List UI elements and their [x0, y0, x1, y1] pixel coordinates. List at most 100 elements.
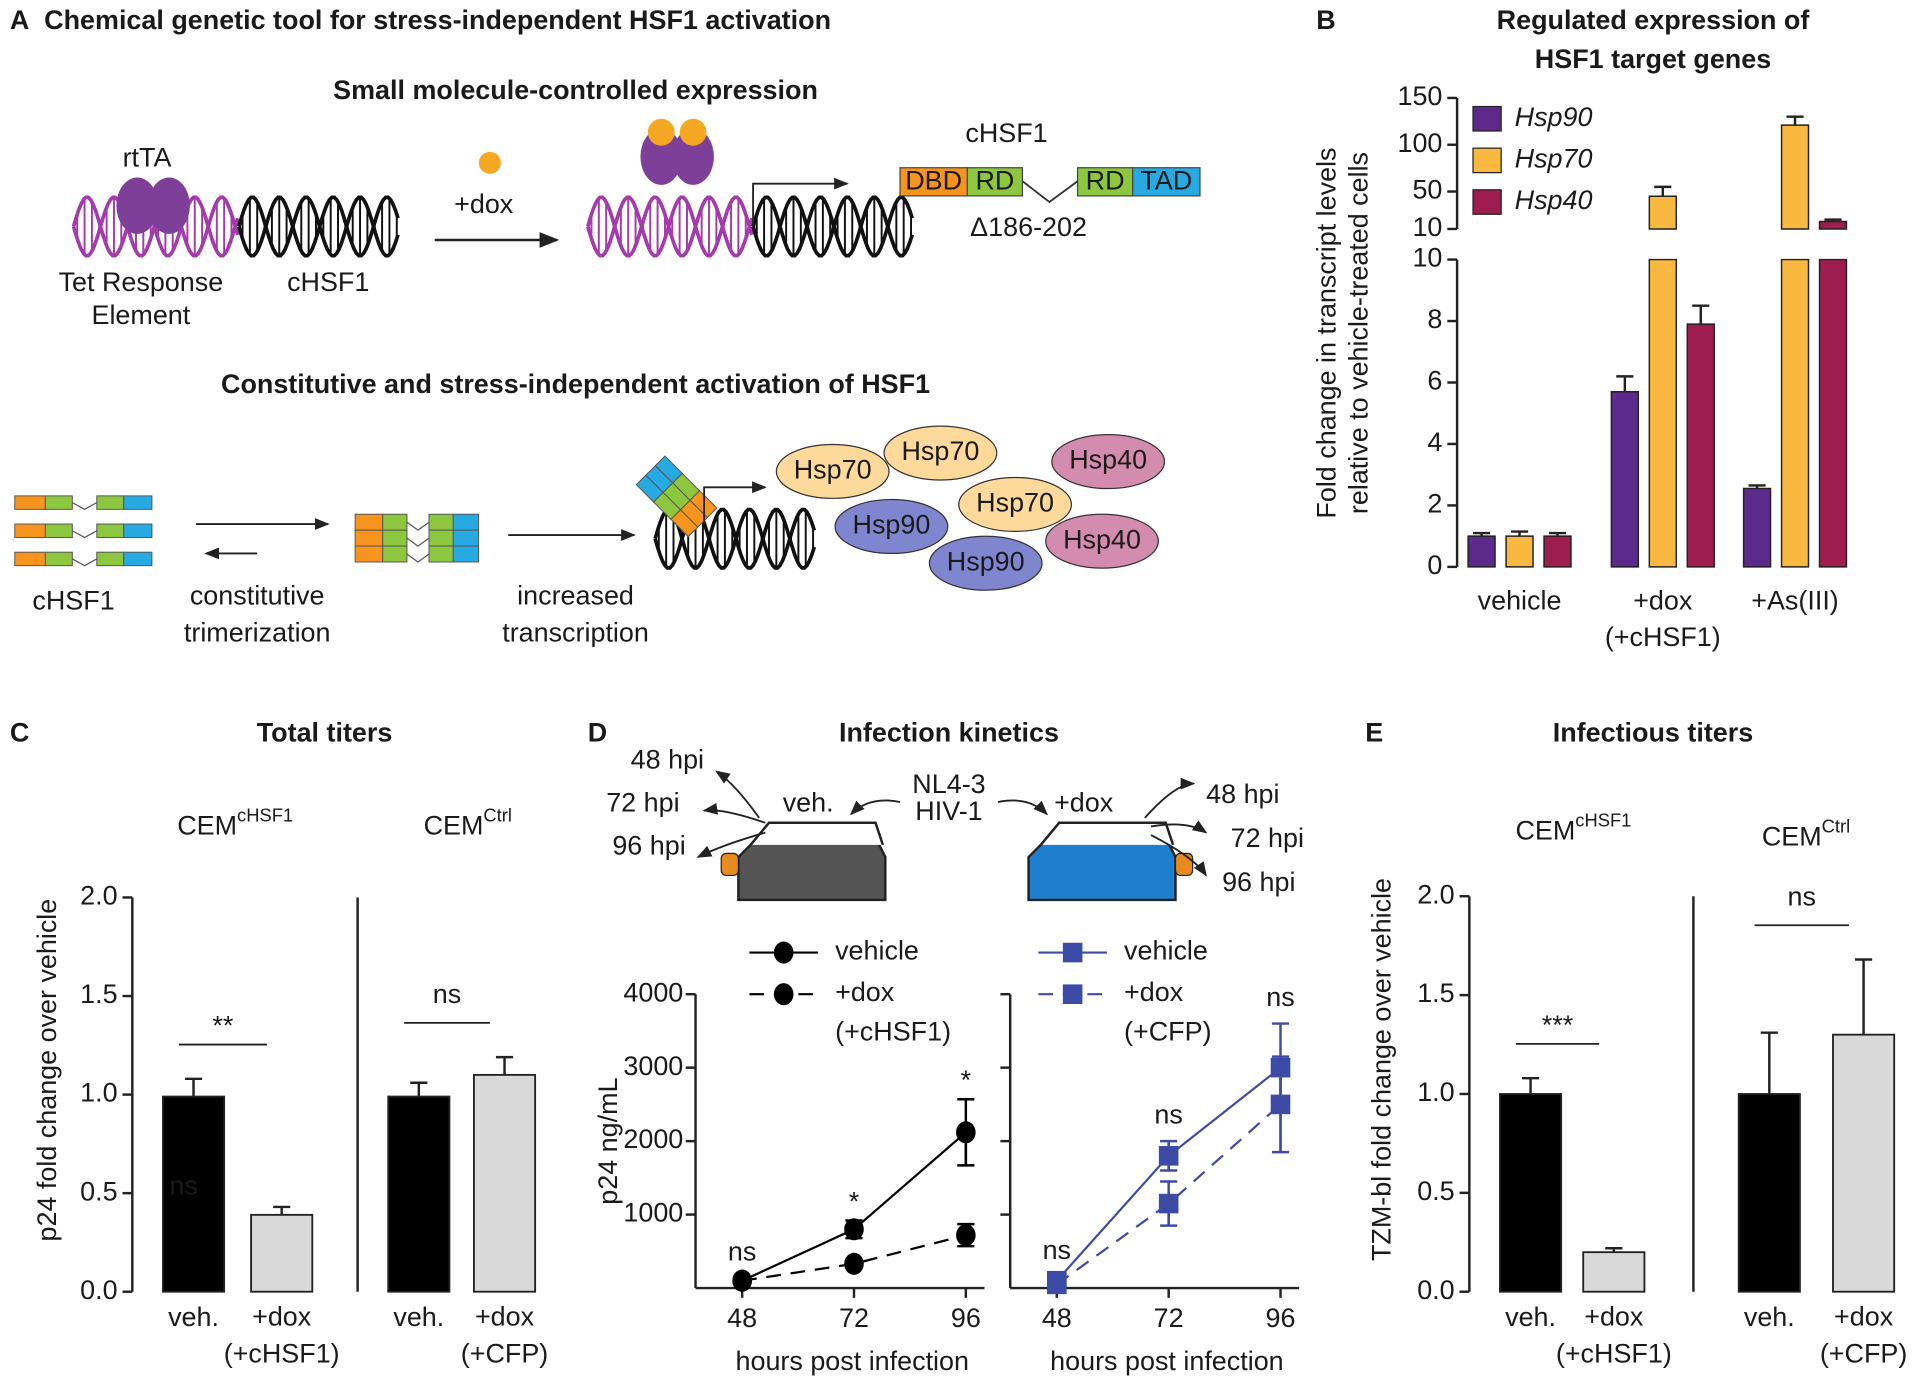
- legend-label: +dox (+CFP): [1124, 977, 1212, 1046]
- hsf1-segment: [354, 545, 384, 563]
- rtta-protein: [640, 128, 683, 185]
- hsf1-segment: [123, 523, 153, 538]
- point-annotation: *: [849, 1186, 860, 1216]
- arrow: [1150, 834, 1207, 877]
- x-tick-label: veh.: [1744, 1302, 1795, 1332]
- hsf1-segment: [44, 551, 73, 567]
- group-label-sup: cHSF1: [1575, 809, 1631, 830]
- y-tick-label: 100: [1397, 128, 1442, 158]
- y-tick-label: 2.0: [80, 881, 117, 911]
- diagram-text: cHSF1: [32, 586, 114, 616]
- chaperone: [834, 498, 949, 555]
- chart-title: Infectious titers: [1553, 718, 1753, 748]
- panel-label: E: [1365, 718, 1383, 748]
- y-tick-label: 4000: [623, 977, 683, 1007]
- y-tick-label: 1.5: [80, 979, 117, 1009]
- hsf1-segment: [96, 495, 125, 510]
- point-annotation: ns: [1266, 982, 1294, 1012]
- x-tick-label: vehicle: [1478, 586, 1562, 616]
- point: [956, 1224, 976, 1247]
- legend-label: Hsp90: [1515, 102, 1593, 132]
- x-tick-label: +dox (+cHSF1): [1605, 586, 1721, 653]
- flask-cap: [720, 852, 739, 877]
- point-annotation: ns: [1043, 1235, 1071, 1265]
- x-axis-label: hours post infection: [736, 1346, 969, 1376]
- hsf1-segment: [14, 495, 46, 510]
- bar: [387, 1095, 451, 1293]
- hsf1-segment: [382, 529, 408, 547]
- chaperone: [928, 535, 1043, 591]
- significance-label: ns: [433, 979, 461, 1009]
- panel-label: A: [10, 5, 29, 35]
- hsf1-linker: [406, 521, 430, 531]
- hsf1-segment: [452, 529, 480, 547]
- bar: [1610, 390, 1640, 568]
- deletion-link: [1021, 180, 1079, 204]
- y-tick-label: 2: [1427, 489, 1442, 519]
- bar: [473, 1073, 537, 1293]
- legend-label: Hsp70: [1515, 144, 1593, 174]
- bar: [250, 1213, 314, 1293]
- rtta-protein: [148, 177, 190, 234]
- chart-title: Regulated expression of HSF1 target genes: [1497, 5, 1811, 74]
- group-label: CEMcHSF1: [177, 805, 293, 841]
- dna-strand: [71, 195, 240, 258]
- hsf1-segment: [44, 523, 73, 538]
- y-axis-label: TZM-bl fold change over vehicle: [1367, 878, 1397, 1261]
- legend-marker: [1062, 984, 1083, 1004]
- y-tick-label: 4: [1427, 427, 1442, 457]
- group-label-sup: Ctrl: [1822, 816, 1851, 837]
- arrow: [997, 799, 1048, 816]
- y-tick-label: 2.0: [1417, 879, 1454, 909]
- diagram-text: 48 hpi: [1206, 779, 1279, 809]
- panel-label: B: [1316, 5, 1335, 35]
- x-tick-label: veh.: [1505, 1302, 1556, 1332]
- point: [1158, 1193, 1179, 1214]
- bar: [1505, 535, 1534, 568]
- group-label: CEMCtrl: [424, 805, 512, 841]
- y-tick-label: 2000: [623, 1124, 683, 1154]
- x-tick-label: veh.: [168, 1302, 219, 1332]
- point: [732, 1269, 752, 1292]
- group-label-sup: Ctrl: [483, 805, 512, 826]
- arrow: [715, 770, 760, 819]
- hsf1-linker: [72, 502, 98, 511]
- doxycycline: [679, 118, 707, 146]
- dna-strand: [586, 195, 754, 258]
- hsf1-segment: [382, 513, 408, 531]
- chaperone-label: Hsp40: [1063, 524, 1141, 554]
- hsf1-segment: [452, 513, 480, 531]
- chart-title: Total titers: [257, 718, 393, 748]
- diagram-text: cHSF1: [965, 118, 1047, 148]
- diagram-text: HIV-1: [915, 796, 982, 826]
- hsf1-segment: [428, 529, 454, 547]
- x-tick-label: +dox (+CFP): [1820, 1302, 1908, 1369]
- diagram-text: trimerization: [184, 617, 331, 647]
- chaperone-label: Hsp90: [853, 510, 931, 540]
- significance-label: ***: [1542, 1010, 1574, 1040]
- diagram-text: Chemical genetic tool for stress-indepen…: [44, 5, 831, 35]
- point: [1270, 1094, 1291, 1115]
- flask-top: [1039, 821, 1175, 846]
- diagram-text: 72 hpi: [606, 788, 679, 818]
- point: [1158, 1146, 1179, 1166]
- x-tick-label: +dox (+cHSF1): [224, 1302, 340, 1369]
- diagram-text: Small molecule-controlled expression: [333, 75, 818, 105]
- arrow: [849, 799, 901, 816]
- diagram-text: +dox: [1054, 788, 1114, 818]
- y-tick-label: 6: [1427, 366, 1442, 396]
- bar: [1467, 535, 1496, 568]
- panel-label: C: [10, 718, 29, 748]
- group-label-sup: cHSF1: [237, 805, 293, 826]
- y-tick-label: 1000: [623, 1198, 683, 1228]
- dna-helix: [751, 195, 914, 258]
- dna-helix: [237, 195, 400, 258]
- hsf1-segment: [14, 523, 46, 538]
- y-tick-label: 0.5: [1417, 1176, 1454, 1206]
- chaperone-label: Hsp90: [947, 546, 1025, 576]
- arrow: [1144, 777, 1196, 819]
- legend-label: vehicle: [1124, 936, 1208, 966]
- flask-cap: [1174, 852, 1194, 877]
- diagram-text: 96 hpi: [612, 830, 685, 860]
